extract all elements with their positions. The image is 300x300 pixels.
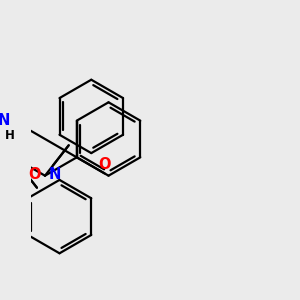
Text: O: O xyxy=(98,157,111,172)
Text: N: N xyxy=(49,167,61,182)
Text: N: N xyxy=(0,113,10,128)
Text: H: H xyxy=(5,129,15,142)
Text: O: O xyxy=(28,167,41,182)
